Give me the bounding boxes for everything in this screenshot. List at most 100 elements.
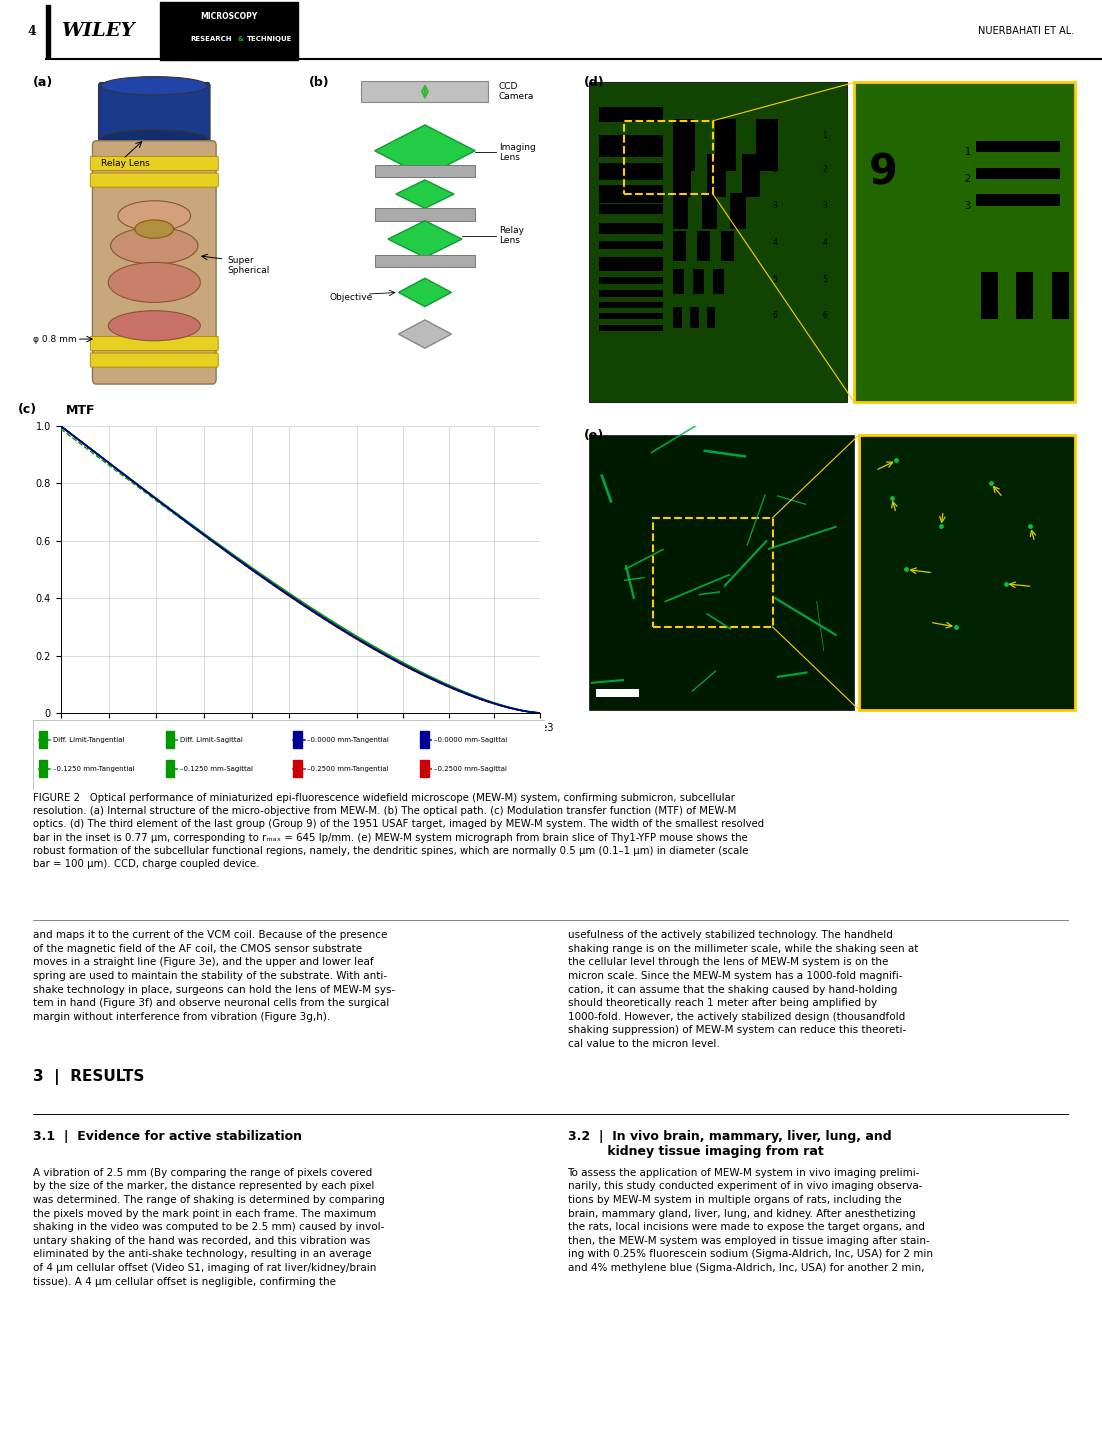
Bar — [1016, 272, 1034, 319]
Bar — [375, 255, 475, 268]
Text: MICROSCOPY: MICROSCOPY — [201, 12, 258, 20]
Text: –0.2500 mm-Tangential: –0.2500 mm-Tangential — [306, 767, 388, 772]
Bar — [293, 761, 302, 777]
Text: –0.1250 mm-Sagittal: –0.1250 mm-Sagittal — [180, 767, 252, 772]
Text: 6: 6 — [773, 312, 777, 320]
Bar — [673, 119, 695, 171]
Ellipse shape — [118, 201, 191, 230]
Bar — [166, 761, 174, 777]
Text: WILEY: WILEY — [61, 22, 134, 41]
Bar — [1052, 272, 1069, 319]
Text: 4: 4 — [28, 25, 36, 38]
Ellipse shape — [101, 77, 207, 96]
Bar — [599, 303, 663, 309]
Bar — [742, 154, 759, 197]
Text: 1: 1 — [822, 132, 826, 141]
Bar — [706, 307, 715, 327]
Ellipse shape — [134, 220, 174, 238]
Bar — [860, 435, 1074, 710]
Bar — [293, 732, 302, 748]
Text: (a): (a) — [33, 75, 53, 88]
Text: Diff. Limit-Sagittal: Diff. Limit-Sagittal — [180, 736, 242, 743]
Bar — [599, 325, 663, 330]
Text: To assess the application of MEW-M system in vivo imaging prelimi-
narily, this : To assess the application of MEW-M syste… — [568, 1168, 932, 1274]
Bar — [599, 264, 663, 271]
Text: 4: 4 — [822, 238, 826, 246]
FancyBboxPatch shape — [90, 354, 218, 367]
Bar — [673, 193, 689, 229]
Bar — [599, 223, 663, 233]
Ellipse shape — [108, 262, 201, 303]
Text: 3: 3 — [822, 201, 826, 210]
FancyBboxPatch shape — [90, 172, 218, 187]
Polygon shape — [399, 320, 452, 348]
Bar — [46, 4, 50, 58]
Bar — [690, 307, 699, 327]
Bar — [160, 3, 298, 59]
Bar — [599, 313, 663, 319]
Text: 3: 3 — [773, 201, 777, 210]
Text: Super
Spherical: Super Spherical — [227, 256, 269, 275]
Bar — [599, 191, 663, 203]
Bar — [976, 168, 1060, 180]
Text: NUERBAHATI ET AL.: NUERBAHATI ET AL. — [979, 26, 1074, 36]
Text: 1: 1 — [773, 132, 777, 141]
Bar — [673, 230, 685, 261]
Bar — [854, 83, 1076, 403]
Text: 2: 2 — [822, 165, 826, 174]
Bar — [707, 154, 725, 197]
Polygon shape — [399, 278, 452, 307]
Text: 4: 4 — [773, 238, 777, 246]
Bar — [698, 230, 710, 261]
Text: 5: 5 — [773, 274, 777, 284]
Bar — [721, 230, 734, 261]
Bar — [375, 209, 475, 220]
Polygon shape — [396, 180, 454, 209]
Bar — [421, 732, 429, 748]
Bar — [702, 193, 717, 229]
FancyBboxPatch shape — [90, 336, 218, 351]
Bar — [375, 165, 475, 177]
Bar — [599, 145, 663, 156]
Text: (b): (b) — [309, 75, 329, 88]
Text: Diff. Limit-Tangential: Diff. Limit-Tangential — [53, 736, 125, 743]
Text: 2: 2 — [773, 165, 777, 174]
FancyBboxPatch shape — [98, 83, 210, 142]
Bar — [599, 162, 663, 177]
Text: –0.1250 mm-Tangential: –0.1250 mm-Tangential — [53, 767, 134, 772]
Text: 2: 2 — [964, 174, 971, 184]
Bar — [588, 435, 854, 710]
Ellipse shape — [101, 130, 207, 148]
Bar — [599, 204, 663, 214]
Bar — [673, 270, 684, 294]
Text: 1: 1 — [964, 148, 971, 158]
Bar — [976, 141, 1060, 152]
Polygon shape — [375, 125, 475, 177]
Bar — [714, 119, 736, 171]
Bar — [599, 277, 663, 284]
Text: Objective: Objective — [329, 293, 372, 301]
Text: 3.1  |  Evidence for active stabilization: 3.1 | Evidence for active stabilization — [33, 1130, 302, 1143]
Text: TECHNIQUE: TECHNIQUE — [247, 36, 293, 42]
Text: 5: 5 — [822, 274, 826, 284]
Text: FIGURE 2   Optical performance of miniaturized epi-fluorescence widefield micros: FIGURE 2 Optical performance of miniatur… — [33, 793, 764, 869]
Text: (e): (e) — [584, 429, 604, 442]
Bar — [166, 732, 174, 748]
Text: usefulness of the actively stabilized technology. The handheld
shaking range is : usefulness of the actively stabilized te… — [568, 930, 918, 1049]
Bar — [596, 690, 639, 697]
Bar — [40, 761, 47, 777]
Text: 3.2  |  In vivo brain, mammary, liver, lung, and
         kidney tissue imaging : 3.2 | In vivo brain, mammary, liver, lun… — [568, 1130, 892, 1158]
Bar — [599, 290, 663, 297]
Bar — [361, 81, 488, 103]
Bar — [599, 241, 663, 249]
Text: Relay
Lens: Relay Lens — [499, 226, 523, 245]
Polygon shape — [388, 220, 462, 258]
Bar — [599, 168, 663, 180]
Text: MTF: MTF — [65, 404, 95, 417]
X-axis label: Spatial Frequency in cycles per mm: Spatial Frequency in cycles per mm — [201, 738, 400, 748]
Bar — [421, 761, 429, 777]
Text: 3  |  RESULTS: 3 | RESULTS — [33, 1069, 144, 1085]
Text: –0.2500 mm-Sagittal: –0.2500 mm-Sagittal — [434, 767, 507, 772]
Bar — [693, 270, 704, 294]
Ellipse shape — [110, 227, 198, 264]
